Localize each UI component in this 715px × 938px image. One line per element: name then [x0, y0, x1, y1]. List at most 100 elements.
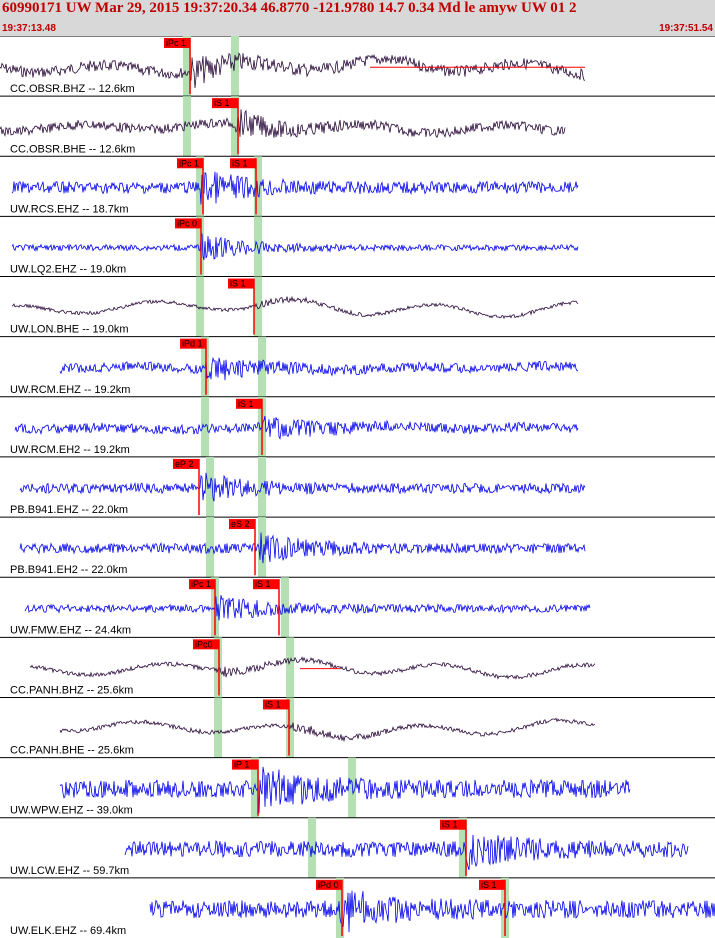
pick-band [281, 577, 289, 638]
pick-band [286, 637, 294, 698]
pick-band [251, 757, 259, 818]
pick-marker: iS 1 [263, 699, 290, 756]
pick-marker: iPc 0 [175, 218, 202, 275]
pick-flag [175, 218, 201, 229]
pick-flag [236, 398, 262, 409]
trace-row: iS 1 UW.LCW.EHZ -- 59.7km [0, 817, 715, 878]
pick-flag [180, 338, 206, 349]
trace-row: iS 1 CC.PANH.BHE -- 25.6km [0, 696, 715, 758]
pick-flag [232, 759, 258, 770]
station-label: UW.ELK.EHZ -- 69.4km [10, 925, 126, 937]
waveform [11, 295, 579, 320]
pick-flag [479, 879, 505, 890]
pick-label: iS 1 [481, 880, 497, 890]
pick-band [183, 36, 191, 97]
station-label: UW.FMW.EHZ -- 24.4km [10, 624, 131, 636]
pick-marker: iPc 1 [177, 158, 204, 215]
pick-label: iS 1 [230, 279, 246, 289]
waveform [124, 834, 689, 871]
waveform [19, 532, 586, 564]
station-label: PB.B941.EHZ -- 22.0km [10, 504, 128, 516]
pick-flag [173, 458, 199, 469]
pick-marker: iS 1 [236, 398, 263, 455]
waveform [0, 109, 566, 139]
pick-label: iPc 1 [191, 579, 211, 589]
pick-label: iS 1 [232, 158, 248, 168]
trace-row: iPc 0 UW.LQ2.EHZ -- 19.0km [0, 215, 715, 277]
station-label: UW.LCW.EHZ -- 59.7km [10, 865, 129, 877]
waveform [59, 356, 579, 381]
pick-marker: iPd 1 [180, 338, 207, 395]
pick-marker: eP 2 [173, 458, 200, 516]
pick-marker: iS 1 [253, 579, 280, 636]
trace-row: eP 2 PB.B941.EHZ -- 22.0km [0, 456, 715, 518]
event-header: 60990171 UW Mar 29, 2015 19:37:20.34 46.… [0, 0, 715, 36]
pick-label: iS 1 [442, 820, 458, 830]
waveform [59, 766, 631, 814]
pick-band [459, 817, 467, 878]
seismogram-panel[interactable]: iPc 1 CC.OBSR.BHZ -- 12.6km iS 1 CC.OBSR.BH… [0, 36, 715, 938]
station-label: UW.RCM.EHZ -- 19.2km [10, 384, 130, 396]
pick-label: eS 2 [231, 519, 250, 529]
trace-row: eS 2 PB.B941.EH2 -- 22.0km [0, 516, 715, 578]
station-label: PB.B941.EH2 -- 22.0km [10, 564, 127, 576]
trace-row: iPd 0 iS 1 UW.ELK.EHZ -- 69.4km [0, 877, 715, 938]
pick-label: iPd 1 [182, 339, 203, 349]
pick-band [196, 156, 204, 217]
pick-marker: iP 1 [232, 759, 259, 816]
pick-label: iP 1 [234, 760, 249, 770]
pick-label: iPc 1 [166, 38, 186, 48]
waveform [29, 656, 596, 680]
pick-label: iPc 1 [179, 158, 199, 168]
pick-band [258, 456, 266, 518]
pick-flag [229, 519, 255, 530]
trace-row: iPd 1 UW.RCM.EHZ -- 19.2km [0, 336, 715, 397]
pick-marker: iS 1 [440, 819, 467, 876]
pick-flag [263, 699, 289, 710]
pick-label: eP 2 [175, 459, 193, 469]
station-label: CC.PANH.BHZ -- 25.6km [10, 684, 133, 696]
station-label: UW.RCM.EH2 -- 19.2km [10, 444, 130, 456]
pick-marker: iS 1 [479, 879, 506, 936]
pick-label: iPc 0 [177, 218, 197, 228]
waveform [149, 890, 715, 933]
pick-marker: eS 2 [229, 519, 256, 576]
pick-band [206, 517, 214, 578]
station-label: UW.LQ2.EHZ -- 19.0km [10, 264, 126, 276]
waveform [11, 233, 579, 261]
pick-flag [228, 278, 254, 289]
time-start: 19:37:13.48 [2, 23, 56, 34]
pick-marker: iS 1 [230, 158, 257, 215]
pick-marker: iPc0 [193, 639, 220, 696]
waveform [59, 717, 596, 743]
station-label: CC.OBSR.BHE -- 12.6km [10, 143, 135, 155]
trace-row: iP 1 UW.WPW.EHZ -- 39.0km [0, 757, 715, 818]
pick-band [254, 156, 262, 217]
pick-marker: iPc 1 [189, 579, 216, 636]
station-label: CC.PANH.BHE -- 25.6km [10, 745, 134, 757]
pick-label: iPd 0 [318, 880, 339, 890]
pick-flag [316, 879, 342, 890]
pick-flag [212, 98, 238, 109]
station-label: UW.WPW.EHZ -- 39.0km [10, 805, 133, 817]
pick-marker: iPd 0 [316, 879, 343, 936]
pick-band [231, 96, 239, 157]
pick-flag [193, 639, 219, 650]
station-label: UW.RCS.EHZ -- 18.7km [10, 203, 129, 215]
pick-band [214, 637, 222, 698]
pick-marker: iPc 1 [164, 38, 191, 95]
waveform [14, 415, 579, 440]
pick-flag [230, 158, 256, 169]
pick-label: iS 1 [214, 98, 230, 108]
waveform [19, 472, 586, 502]
pick-label: iS 1 [238, 399, 254, 409]
event-title: 60990171 UW Mar 29, 2015 19:37:20.34 46.… [2, 0, 577, 16]
trace-row: iS 1 CC.OBSR.BHE -- 12.6km [0, 95, 715, 157]
trace-row: iPc 1 iS 1 UW.RCS.EHZ -- 18.7km [0, 155, 715, 217]
trace-row: iPc 1 iS 1 UW.FMW.EHZ -- 24.4km [0, 576, 715, 638]
pick-band [214, 697, 222, 758]
pick-flag [253, 579, 279, 590]
trace-row: iS 1 UW.RCM.EH2 -- 19.2km [0, 396, 715, 457]
pick-label: iS 1 [265, 699, 281, 709]
pick-flag [164, 38, 190, 48]
